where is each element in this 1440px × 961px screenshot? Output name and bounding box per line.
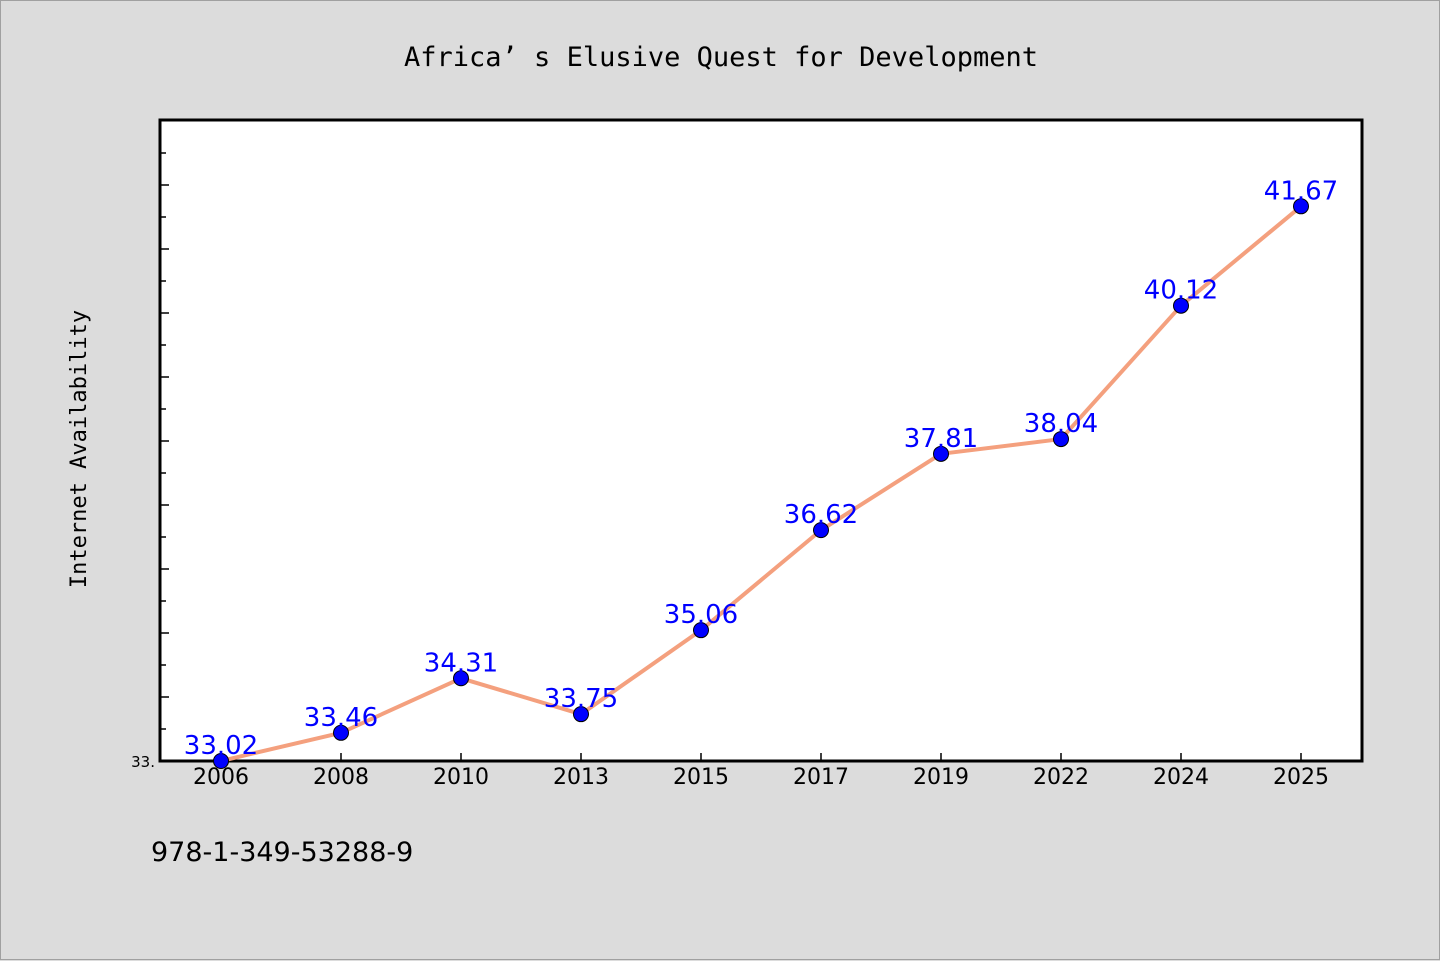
data-point xyxy=(813,522,829,539)
data-point xyxy=(1173,297,1189,314)
y-tick-label: 33. xyxy=(131,753,155,771)
data-point xyxy=(453,670,469,687)
x-tick-label: 2025 xyxy=(1273,765,1329,790)
isbn-text: 978-1-349-53288-9 xyxy=(151,837,414,868)
data-labels: 33.02 33.46 34.31 33.75 35.06 36.62 37.81 38.04… xyxy=(184,176,1338,761)
data-label: 38.04 xyxy=(1024,409,1098,439)
data-label: 41.67 xyxy=(1264,176,1338,206)
x-tick-label: 2008 xyxy=(313,765,369,790)
data-point xyxy=(573,706,589,723)
x-tick-label: 2015 xyxy=(673,765,729,790)
y-axis-label: Internet Availability xyxy=(67,310,92,588)
x-tick-label: 2019 xyxy=(913,765,969,790)
x-tick-label: 2017 xyxy=(793,765,849,790)
x-tick-label: 2013 xyxy=(553,765,609,790)
data-point xyxy=(933,445,949,462)
data-point xyxy=(1293,198,1309,215)
data-point xyxy=(1053,431,1069,448)
plot-area xyxy=(158,118,1364,763)
x-tick-label: 2010 xyxy=(433,765,489,790)
data-label: 33.75 xyxy=(544,684,618,714)
data-label: 34.31 xyxy=(424,648,498,678)
data-label: 36.62 xyxy=(784,500,858,530)
data-point xyxy=(333,724,349,741)
data-point xyxy=(693,622,709,639)
y-tick-labels: 33. xyxy=(131,753,155,771)
data-label: 40.12 xyxy=(1144,276,1218,306)
data-markers xyxy=(213,198,1309,769)
x-tick-labels: 2006 2008 2010 2013 2015 2017 2019 2022 2024 2025 xyxy=(193,765,1329,790)
x-tick-label: 2006 xyxy=(193,765,249,790)
series-line-group xyxy=(220,204,1303,763)
x-tick-label: 2022 xyxy=(1033,765,1089,790)
data-label: 35.06 xyxy=(664,600,738,630)
series-line xyxy=(220,204,1303,763)
y-axis-ticks xyxy=(161,152,169,762)
chart-title: Africa’ s Elusive Quest for Development xyxy=(404,42,1038,73)
data-label: 33.46 xyxy=(304,703,378,733)
data-label: 33.02 xyxy=(184,731,258,761)
data-point xyxy=(213,753,229,769)
data-label: 37.81 xyxy=(904,424,978,454)
x-tick-label: 2024 xyxy=(1153,765,1209,790)
